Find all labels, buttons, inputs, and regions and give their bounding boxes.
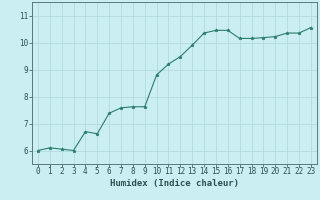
X-axis label: Humidex (Indice chaleur): Humidex (Indice chaleur) [110, 179, 239, 188]
